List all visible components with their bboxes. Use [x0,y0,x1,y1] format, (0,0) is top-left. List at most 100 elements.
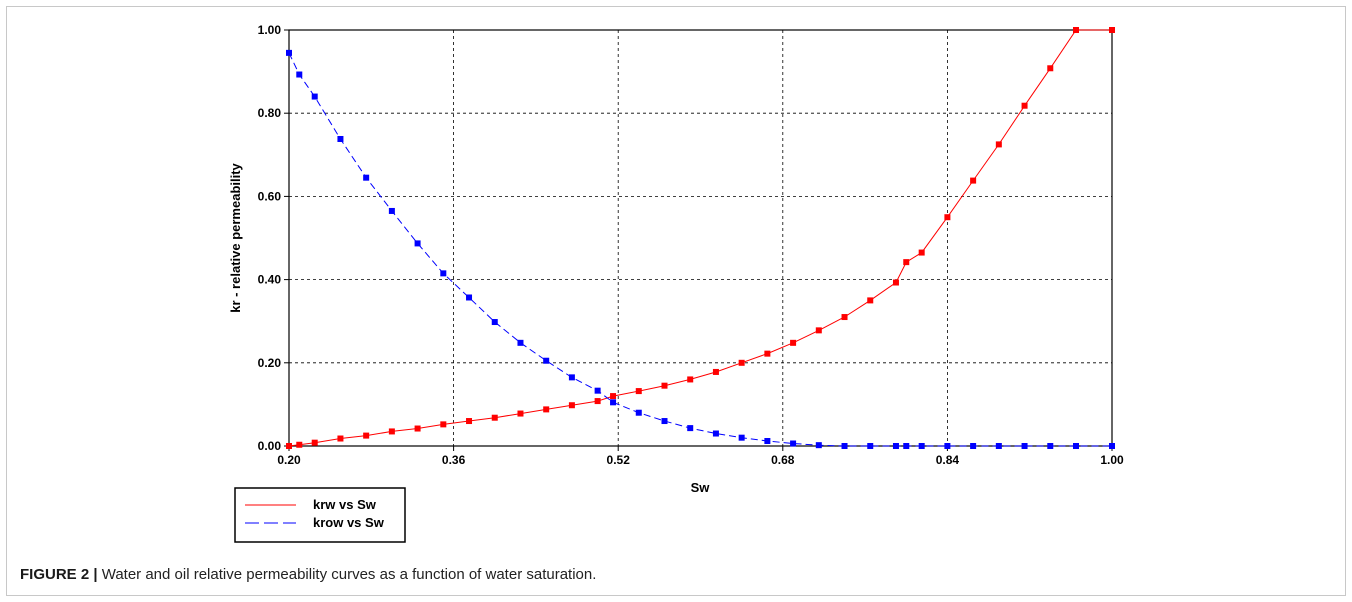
legend-box [234,487,406,543]
data-point-krw [594,398,601,405]
data-point-krow [738,434,745,441]
data-point-krow [1072,443,1079,449]
data-point-krw [363,432,370,439]
data-point-krw [388,428,395,435]
legend-label-krw: krw vs Sw [313,497,377,512]
data-point-krow [815,442,822,449]
data-point-krow [764,438,771,445]
x-tick-label: 0.84 [936,453,960,467]
x-tick-label: 0.68 [771,453,795,467]
legend-label-krow: krow vs Sw [313,515,385,530]
data-point-krw [944,214,951,221]
x-axis-label: Sw [691,480,711,495]
figure-caption: FIGURE 2 | Water and oil relative permea… [20,566,596,583]
data-point-krw [995,141,1002,148]
y-tick-label: 0.80 [258,106,282,120]
figure-frame [6,6,1346,596]
data-point-krow [944,443,951,449]
y-tick-label: 0.40 [258,273,282,287]
data-point-krw [918,249,925,256]
data-point-krw [543,406,550,413]
data-point-krw [687,376,694,383]
x-tick-label: 0.36 [442,453,466,467]
y-axis-label: kr - relative permeability [228,162,243,312]
data-point-krw [867,297,874,304]
data-point-krow [903,443,910,449]
series-line-krw [288,29,1112,447]
data-point-krw [440,421,447,428]
data-point-krw [712,368,719,375]
data-point-krow [1047,443,1054,449]
data-point-krow [1109,443,1115,449]
data-point-krw [1047,65,1054,72]
data-point-krow [594,387,601,394]
y-tick-label: 1.00 [258,23,282,37]
data-point-krow [543,357,550,364]
y-tick-label: 0.60 [258,189,282,203]
data-point-krw [892,279,899,286]
data-point-krow [635,409,642,416]
y-tick-label: 0.00 [258,439,282,453]
data-point-krw [738,359,745,366]
data-point-krow [867,443,874,449]
data-point-krow [337,135,344,142]
data-point-krw [296,441,303,448]
data-point-krow [414,240,421,247]
data-point-krow [841,443,848,449]
caption-label: FIGURE 2 | [20,566,98,583]
data-point-krw [517,410,524,417]
data-point-krow [892,443,899,449]
data-point-krw [764,350,771,357]
data-point-krow [610,399,617,406]
y-tick-label: 0.20 [258,356,282,370]
y-axis-ticks: 0.00 0.20 0.40 0.60 0.80 1.00 [258,23,289,453]
data-point-krw [635,388,642,395]
data-point-krw [311,439,318,446]
data-point-krow [661,418,668,425]
data-point-krow [311,93,318,100]
data-point-krow [918,443,925,449]
series-line-krow [288,52,1112,447]
data-point-krow [440,270,447,277]
x-tick-label: 0.20 [277,453,301,467]
x-axis-ticks: 0.20 0.36 0.52 0.68 0.84 1.00 [277,446,1124,467]
data-point-krw [337,435,344,442]
data-point-krow [517,339,524,346]
data-point-krow [970,443,977,449]
data-point-krow [388,207,395,214]
data-point-krow [466,294,473,301]
data-point-krow [286,49,292,56]
data-point-krow [363,174,370,181]
data-point-krw [491,414,498,421]
data-point-krw [790,339,797,346]
data-point-krw [661,382,668,389]
data-point-krw [568,402,575,409]
data-point-krow [1021,443,1028,449]
data-point-krw [1072,27,1079,33]
data-point-krow [296,71,303,78]
data-point-krow [790,440,797,447]
x-tick-label: 0.52 [607,453,631,467]
series-layer [286,27,1115,449]
data-point-krw [841,314,848,321]
data-point-krw [414,425,421,432]
data-point-krw [1021,102,1028,109]
data-point-krow [491,319,498,326]
grid-lines [289,30,1112,446]
data-point-krw [903,259,910,266]
data-point-krw [1109,27,1115,33]
data-point-krow [995,443,1002,449]
data-point-krw [970,177,977,184]
caption-text: Water and oil relative permeability curv… [97,566,597,583]
data-point-krow [712,430,719,437]
data-point-krw [286,443,292,449]
plot-area [288,29,1113,447]
data-point-krow [687,425,694,432]
data-point-krw [466,418,473,425]
legend: krw vs Sw krow vs Sw [234,487,406,543]
x-tick-label: 1.00 [1100,453,1124,467]
data-point-krow [568,374,575,381]
data-point-krw [610,393,617,400]
data-point-krw [815,327,822,334]
